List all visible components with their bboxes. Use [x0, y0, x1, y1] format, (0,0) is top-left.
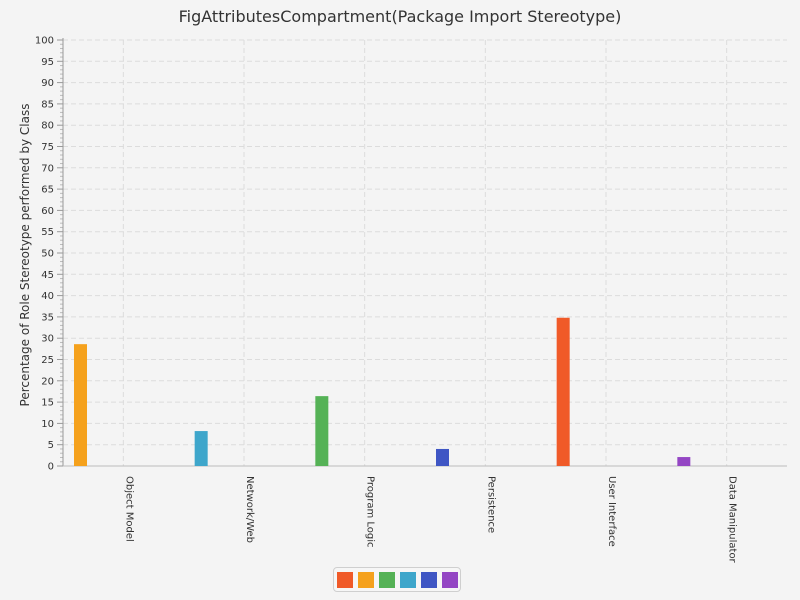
legend-swatch: [378, 571, 395, 588]
x-tick-label: Network/Web: [244, 476, 255, 543]
y-tick-label: 60: [41, 206, 54, 217]
y-tick-label: 85: [41, 99, 54, 110]
y-tick-label: 50: [41, 249, 54, 260]
x-tick-label: Persistence: [485, 476, 496, 533]
y-tick-label: 0: [48, 462, 54, 473]
y-tick-label: 35: [41, 312, 54, 323]
x-tick-label: Object Model: [123, 476, 134, 542]
y-tick-label: 25: [41, 355, 54, 366]
legend: [333, 567, 461, 592]
y-tick-label: 90: [41, 78, 54, 89]
y-tick-label: 55: [41, 227, 54, 238]
y-tick-label: 100: [35, 36, 54, 47]
y-tick-label: 30: [41, 334, 54, 345]
y-tick-label: 65: [41, 185, 54, 196]
legend-swatch: [420, 571, 437, 588]
bar: [436, 448, 449, 466]
y-tick-label: 40: [41, 291, 54, 302]
legend-swatch: [441, 571, 458, 588]
y-tick-label: 75: [41, 142, 54, 153]
bar: [677, 457, 691, 466]
y-tick-label: 70: [41, 163, 54, 174]
y-tick-label: 45: [41, 270, 54, 281]
legend-swatch: [336, 571, 353, 588]
bar: [315, 396, 329, 466]
legend-swatch: [357, 571, 374, 588]
y-tick-label: 15: [41, 398, 54, 409]
x-tick-label: Data Manipulator: [727, 476, 738, 564]
y-tick-label: 95: [41, 57, 54, 68]
x-tick-label: User Interface: [606, 476, 617, 547]
y-tick-label: 5: [48, 440, 54, 451]
bar: [74, 344, 87, 466]
y-tick-label: 10: [41, 419, 54, 430]
bar: [556, 317, 570, 466]
chart-title: FigAttributesCompartment(Package Import …: [178, 7, 622, 26]
bar: [194, 431, 208, 466]
x-tick-label: Program Logic: [365, 476, 376, 548]
y-tick-label: 20: [41, 376, 54, 387]
legend-swatch: [399, 571, 416, 588]
y-tick-label: 80: [41, 121, 54, 132]
